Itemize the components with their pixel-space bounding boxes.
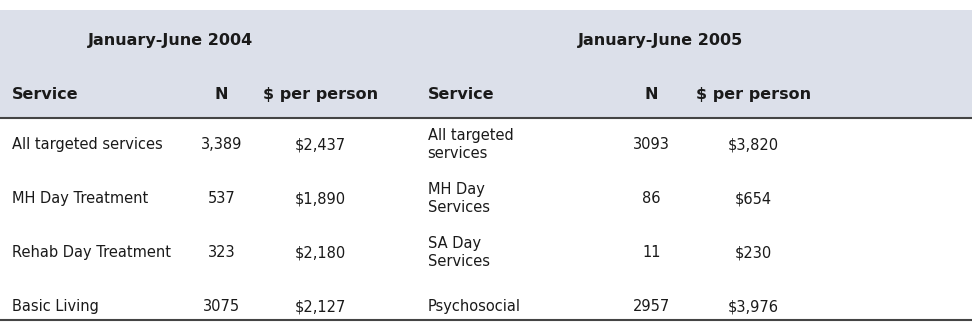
Bar: [0, 10, 972, 118]
Text: Service: Service: [12, 87, 79, 101]
Text: Service: Service: [428, 87, 495, 101]
Text: All targeted
services: All targeted services: [428, 128, 513, 161]
Text: 86: 86: [642, 191, 661, 206]
Text: Psychosocial: Psychosocial: [428, 299, 521, 314]
Text: N: N: [215, 87, 228, 101]
Text: $2,180: $2,180: [295, 245, 346, 260]
Text: January-June 2005: January-June 2005: [578, 33, 744, 47]
Text: $2,127: $2,127: [295, 299, 346, 314]
Text: 2957: 2957: [633, 299, 670, 314]
Text: 3,389: 3,389: [201, 137, 242, 152]
Text: January-June 2004: January-June 2004: [87, 33, 253, 47]
Text: 537: 537: [208, 191, 235, 206]
Text: $ per person: $ per person: [696, 87, 811, 101]
Text: 3075: 3075: [203, 299, 240, 314]
Text: $654: $654: [735, 191, 772, 206]
Text: Basic Living: Basic Living: [12, 299, 98, 314]
Text: $230: $230: [735, 245, 772, 260]
Text: $2,437: $2,437: [295, 137, 346, 152]
Text: $ per person: $ per person: [263, 87, 378, 101]
Text: N: N: [644, 87, 658, 101]
Text: 11: 11: [642, 245, 661, 260]
Text: 3093: 3093: [633, 137, 670, 152]
Text: MH Day Treatment: MH Day Treatment: [12, 191, 148, 206]
Text: All targeted services: All targeted services: [12, 137, 162, 152]
Text: SA Day
Services: SA Day Services: [428, 236, 490, 269]
Text: 323: 323: [208, 245, 235, 260]
Text: $3,976: $3,976: [728, 299, 779, 314]
Text: $3,820: $3,820: [728, 137, 779, 152]
Text: MH Day
Services: MH Day Services: [428, 182, 490, 215]
Text: $1,890: $1,890: [295, 191, 346, 206]
Text: Rehab Day Treatment: Rehab Day Treatment: [12, 245, 171, 260]
